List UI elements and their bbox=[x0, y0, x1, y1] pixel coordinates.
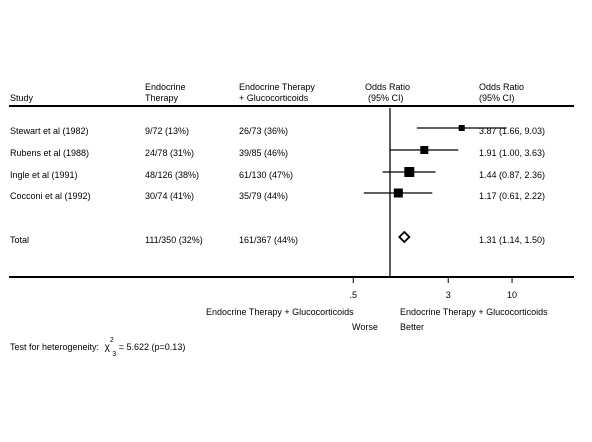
point-estimate-square bbox=[393, 188, 403, 198]
study-g1: 24/78 (31%) bbox=[145, 148, 195, 158]
point-estimate-square bbox=[458, 125, 465, 131]
header-divider bbox=[9, 105, 574, 107]
total-g1: 111/350 (32%) bbox=[145, 235, 203, 245]
chi-symbol: χ bbox=[104, 342, 110, 353]
chi-superscript: 2 bbox=[109, 337, 114, 344]
header-combo-line2: + Glucocorticoids bbox=[239, 93, 309, 103]
study-name: Ingle et al (1991) bbox=[10, 170, 78, 180]
total-or-text: 1.31 (1.14, 1.50) bbox=[479, 235, 546, 245]
axis-divider bbox=[9, 276, 574, 278]
header-or-plot-line2: (95% CI) bbox=[368, 93, 404, 103]
right-direction-label: Endocrine Therapy + Glucocorticoids bbox=[400, 307, 548, 317]
study-or-text: 1.17 (0.61, 2.22) bbox=[479, 191, 546, 201]
study-or-text: 1.91 (1.00, 3.63) bbox=[479, 148, 546, 158]
heterogeneity-result: = 5.622 (p=0.13) bbox=[118, 342, 186, 352]
point-estimate-square bbox=[420, 146, 429, 154]
right-direction-better: Better bbox=[400, 322, 425, 332]
study-g1: 9/72 (13%) bbox=[145, 126, 190, 136]
header-study: Study bbox=[10, 93, 34, 103]
study-g1: 30/74 (41%) bbox=[145, 191, 195, 201]
study-g2: 39/85 (46%) bbox=[239, 148, 289, 158]
axis-tick-label: 3 bbox=[446, 290, 451, 300]
axis-tick-label: 10 bbox=[507, 290, 517, 300]
total-name: Total bbox=[10, 235, 30, 245]
study-name: Rubens et al (1988) bbox=[10, 148, 90, 158]
study-g2: 61/130 (47%) bbox=[239, 170, 294, 180]
axis-tick-label: .5 bbox=[350, 290, 358, 300]
header-endocrine-line2: Therapy bbox=[145, 93, 179, 103]
study-or-text: 3.87 (1.66, 9.03) bbox=[479, 126, 546, 136]
heterogeneity-test: Test for heterogeneity: χ 2 3 = 5.622 (p… bbox=[10, 337, 186, 358]
study-name: Cocconi et al (1992) bbox=[10, 191, 91, 201]
study-g2: 26/73 (36%) bbox=[239, 126, 289, 136]
header-or-plot-line1: Odds Ratio bbox=[365, 82, 411, 92]
study-g1: 48/126 (38%) bbox=[145, 170, 200, 180]
heterogeneity-prefix: Test for heterogeneity: bbox=[10, 342, 100, 352]
left-direction-label: Endocrine Therapy + Glucocorticoids bbox=[206, 307, 354, 317]
study-g2: 35/79 (44%) bbox=[239, 191, 289, 201]
study-name: Stewart et al (1982) bbox=[10, 126, 89, 136]
total-g2: 161/367 (44%) bbox=[239, 235, 299, 245]
study-or-text: 1.44 (0.87, 2.36) bbox=[479, 170, 546, 180]
chi-subscript: 3 bbox=[112, 350, 117, 358]
left-direction-worse: Worse bbox=[352, 322, 378, 332]
pooled-diamond bbox=[398, 230, 411, 244]
header-combo-line1: Endocrine Therapy bbox=[239, 82, 315, 92]
point-estimate-square bbox=[404, 167, 415, 177]
header-or-text-line1: Odds Ratio bbox=[479, 82, 525, 92]
header-endocrine-line1: Endocrine bbox=[145, 82, 186, 92]
header-or-text-line2: (95% CI) bbox=[479, 93, 515, 103]
